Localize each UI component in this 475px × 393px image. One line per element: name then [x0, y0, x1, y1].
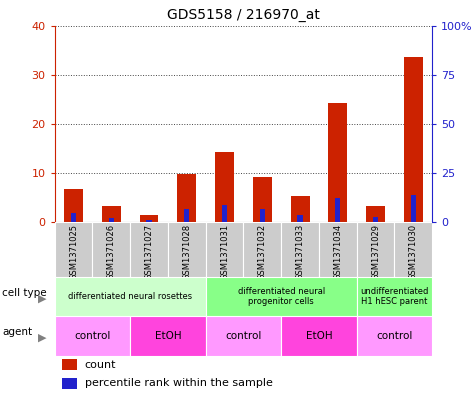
Text: GSM1371027: GSM1371027: [144, 224, 153, 280]
Text: EtOH: EtOH: [305, 331, 332, 341]
Bar: [319, 222, 357, 277]
Bar: [328, 103, 347, 222]
Bar: [411, 195, 416, 222]
Bar: [109, 218, 114, 222]
Text: GSM1371030: GSM1371030: [409, 224, 418, 280]
Text: differentiated neural rosettes: differentiated neural rosettes: [68, 292, 192, 301]
Bar: [64, 189, 83, 222]
Bar: [281, 222, 319, 277]
Bar: [357, 222, 394, 277]
Bar: [215, 152, 234, 222]
Text: GSM1371032: GSM1371032: [258, 224, 267, 280]
Bar: [243, 222, 281, 277]
Text: GSM1371025: GSM1371025: [69, 224, 78, 280]
Text: GSM1371031: GSM1371031: [220, 224, 229, 280]
Bar: [297, 215, 303, 222]
Bar: [168, 222, 206, 277]
Text: control: control: [376, 331, 413, 341]
Text: GSM1371034: GSM1371034: [333, 224, 342, 280]
Text: control: control: [225, 331, 262, 341]
Bar: [206, 222, 243, 277]
Text: control: control: [74, 331, 111, 341]
Bar: [146, 220, 152, 222]
Text: GSM1371028: GSM1371028: [182, 224, 191, 280]
Bar: [55, 222, 92, 277]
Text: agent: agent: [2, 327, 32, 337]
Bar: [71, 213, 76, 222]
Text: EtOH: EtOH: [154, 331, 181, 341]
Bar: [130, 316, 206, 356]
Text: undifferentiated
H1 hESC parent: undifferentiated H1 hESC parent: [361, 287, 428, 307]
Bar: [184, 209, 190, 222]
Bar: [177, 174, 196, 222]
Bar: [62, 378, 77, 389]
Text: GSM1371029: GSM1371029: [371, 224, 380, 280]
Bar: [281, 316, 357, 356]
Text: percentile rank within the sample: percentile rank within the sample: [85, 378, 273, 388]
Bar: [55, 316, 130, 356]
Title: GDS5158 / 216970_at: GDS5158 / 216970_at: [167, 8, 320, 22]
Text: differentiated neural
progenitor cells: differentiated neural progenitor cells: [238, 287, 325, 307]
Bar: [357, 316, 432, 356]
Bar: [253, 177, 272, 222]
Bar: [373, 217, 378, 222]
Bar: [404, 57, 423, 222]
Bar: [222, 205, 227, 222]
Bar: [140, 215, 159, 222]
Text: GSM1371026: GSM1371026: [107, 224, 116, 280]
Bar: [357, 277, 432, 316]
Bar: [206, 316, 281, 356]
Bar: [335, 198, 341, 222]
Text: ▶: ▶: [38, 294, 47, 304]
Bar: [92, 222, 130, 277]
Bar: [55, 277, 206, 316]
Text: ▶: ▶: [38, 333, 47, 343]
Bar: [366, 206, 385, 222]
Bar: [260, 209, 265, 222]
Text: count: count: [85, 360, 116, 370]
Text: GSM1371033: GSM1371033: [295, 224, 304, 281]
Bar: [102, 206, 121, 222]
Text: cell type: cell type: [2, 288, 47, 298]
Bar: [130, 222, 168, 277]
Bar: [395, 222, 432, 277]
Bar: [291, 196, 310, 222]
Bar: [62, 359, 77, 370]
Bar: [206, 277, 357, 316]
